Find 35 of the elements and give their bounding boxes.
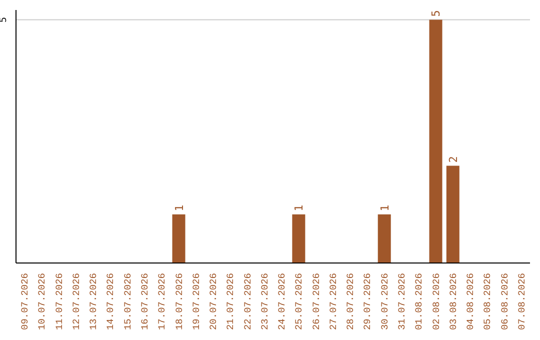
x-tick-label: 11.07.2026 xyxy=(54,272,65,330)
x-tick-label: 30.07.2026 xyxy=(379,272,390,330)
x-tick-label: 05.08.2026 xyxy=(482,272,494,330)
x-tick-label: 29.07.2026 xyxy=(362,272,374,330)
x-tick-label: 25.07.2026 xyxy=(294,272,305,330)
data-label: 5 xyxy=(430,10,443,17)
x-tick-label: 07.08.2026 xyxy=(516,272,528,330)
x-tick-label: 16.07.2026 xyxy=(140,272,150,330)
x-tick-label: 02.08.2026 xyxy=(430,272,442,330)
x-tick-label: 01.08.2026 xyxy=(414,272,425,330)
x-tick-label: 20.07.2026 xyxy=(208,272,220,330)
x-tick-label: 03.08.2026 xyxy=(448,272,459,330)
x-tick-label: 19.07.2026 xyxy=(190,272,202,330)
data-label: 1 xyxy=(172,204,186,212)
x-tick-label: 13.07.2026 xyxy=(88,272,100,330)
x-tick-label: 24.07.2026 xyxy=(276,272,288,330)
data-label: 1 xyxy=(292,204,306,212)
x-tick-label: 09.07.2026 xyxy=(20,272,31,330)
x-tick-label: 10.07.2026 xyxy=(36,272,48,330)
x-tick-label: 28.07.2026 xyxy=(345,272,356,330)
x-tick-label: 14.07.2026 xyxy=(105,272,116,330)
x-tick-label: 12.07.2026 xyxy=(70,272,82,330)
data-label: 2 xyxy=(446,156,460,163)
x-tick-label: 23.07.2026 xyxy=(259,272,270,330)
x-tick-label: 31.07.2026 xyxy=(396,272,408,330)
data-label: 1 xyxy=(378,204,392,212)
x-tick-label: 17.07.2026 xyxy=(156,272,168,330)
x-tick-label: 06.08.2026 xyxy=(499,272,510,330)
x-tick-label: 18.07.2026 xyxy=(174,272,185,330)
x-tick-label: 22.07.2026 xyxy=(242,272,254,330)
x-tick-label: 27.07.2026 xyxy=(328,272,339,330)
x-tick-label: 26.07.2026 xyxy=(310,272,322,330)
x-tick-label: 21.07.2026 xyxy=(225,272,236,330)
x-tick-label: 04.08.2026 xyxy=(465,272,476,330)
x-tick-label: 15.07.2026 xyxy=(122,272,134,330)
